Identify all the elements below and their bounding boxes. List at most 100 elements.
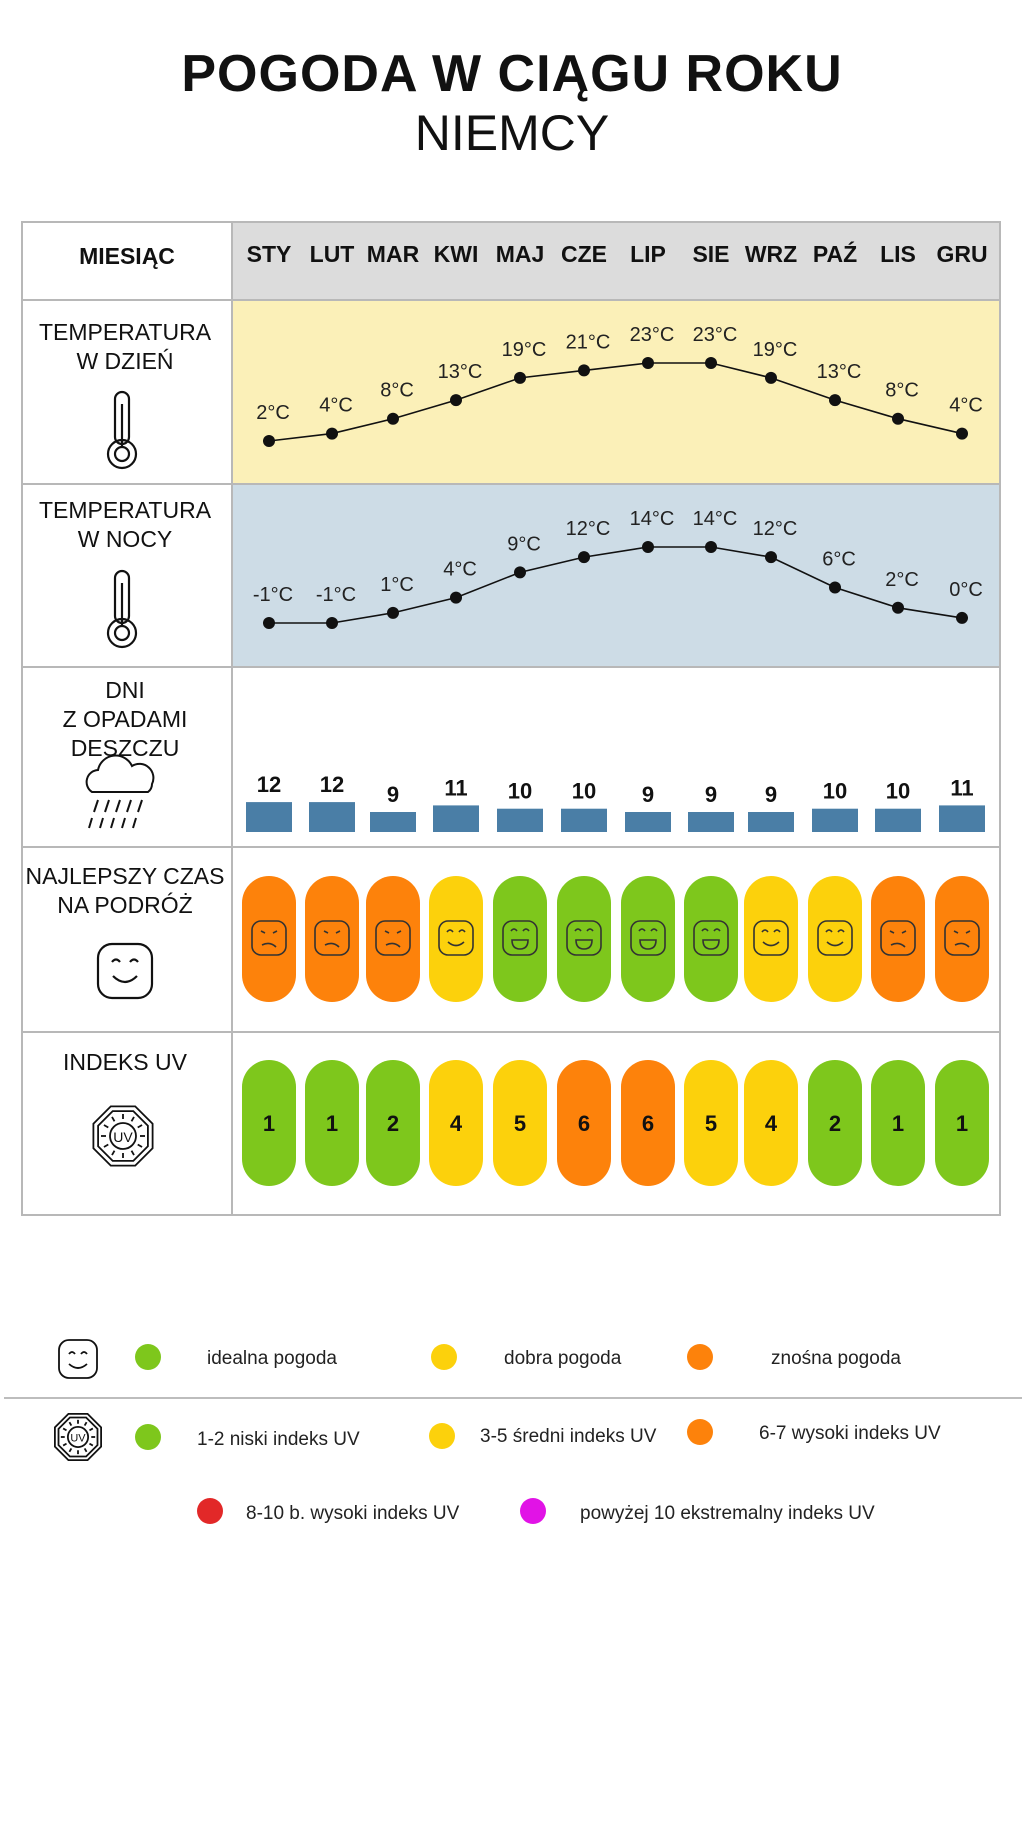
smiley-icon — [438, 920, 474, 956]
uv-pill — [305, 1060, 359, 1186]
smiley-icon — [566, 920, 602, 956]
night-temp-label: 12°C — [753, 518, 798, 540]
day-temp-point — [642, 357, 654, 369]
best-time-pill — [493, 876, 547, 1002]
rain-bar — [688, 812, 734, 832]
uv-value-label: 1 — [263, 1111, 275, 1136]
uv-pill — [808, 1060, 862, 1186]
rain-bar — [309, 802, 355, 832]
night-temp-label: 14°C — [630, 508, 675, 530]
night-temp-point — [387, 606, 399, 619]
uv-pill — [557, 1060, 611, 1186]
uv-value-label: 1 — [326, 1111, 338, 1136]
best-time-pill — [808, 876, 862, 1002]
day-temp-line — [268, 362, 963, 442]
day-temp-bg — [232, 300, 1000, 484]
day-temp-point — [326, 427, 338, 440]
rain-bar — [625, 812, 671, 832]
smiley-icon — [817, 920, 853, 956]
uv-pill — [935, 1060, 989, 1186]
rain-bar — [497, 808, 543, 832]
best-time-pill — [744, 876, 798, 1002]
night-temp-label: 12°C — [566, 518, 611, 540]
month-label: PAŹ — [813, 240, 857, 267]
month-label: LUT — [310, 241, 355, 267]
month-label: LIS — [880, 241, 916, 267]
day-temp-label: 21°C — [566, 331, 611, 353]
rain-bar — [561, 808, 607, 832]
row-label-rain: DNI — [105, 677, 145, 703]
uv-value-label: 6 — [578, 1111, 590, 1136]
rain-bar — [939, 805, 985, 832]
row-label-day-temp: TEMPERATURA — [39, 319, 212, 345]
day-temp-label: 4°C — [319, 395, 353, 417]
uv-value-label: 4 — [765, 1111, 778, 1136]
smiley-icon — [944, 920, 980, 956]
day-temp-point — [705, 357, 717, 369]
night-temp-label: -1°C — [316, 584, 356, 606]
day-temp-label: 4°C — [949, 395, 983, 417]
day-temp-point — [263, 435, 275, 447]
day-temp-point — [578, 364, 590, 377]
uv-sun-icon: UV — [54, 1413, 102, 1461]
legend-label: 3-5 średni indeks UV — [480, 1426, 657, 1447]
row-label-best-time: NAJLEPSZY CZAS — [26, 863, 225, 889]
uv-pill — [493, 1060, 547, 1186]
night-temp-label: 0°C — [949, 579, 983, 601]
day-temp-point — [514, 371, 526, 384]
rain-value-label: 11 — [444, 775, 467, 800]
best-time-pill — [242, 876, 296, 1002]
row-label-best-time: NA PODRÓŻ — [57, 892, 192, 918]
legend-label: powyżej 10 ekstremalny indeks UV — [580, 1503, 875, 1524]
day-temp-point — [450, 394, 462, 407]
month-label: GRU — [936, 241, 987, 267]
page-subtitle: NIEMCY — [414, 105, 610, 161]
legend-swatch — [687, 1419, 713, 1445]
legend-label: znośna pogoda — [771, 1348, 901, 1369]
night-temp-label: 9°C — [507, 533, 541, 555]
rain-value-label: 12 — [320, 772, 344, 797]
day-temp-label: 13°C — [817, 361, 862, 383]
night-temp-point — [705, 541, 717, 553]
night-temp-point — [956, 611, 968, 624]
smiley-icon — [96, 942, 154, 1000]
legend-label: 1-2 niski indeks UV — [197, 1429, 360, 1450]
uv-value-label: 2 — [829, 1111, 841, 1136]
uv-pill — [871, 1060, 925, 1186]
uv-value-label: 1 — [956, 1111, 968, 1136]
uv-sun-icon: UV — [92, 1105, 154, 1167]
smiley-icon — [502, 920, 538, 956]
night-temp-line — [269, 546, 963, 624]
smiley-icon — [630, 920, 666, 956]
night-temp-point — [578, 551, 590, 564]
uv-value-label: 4 — [450, 1111, 463, 1136]
month-label: STY — [247, 241, 292, 267]
legend-label: idealna pogoda — [207, 1348, 337, 1369]
legend-swatch — [687, 1344, 713, 1370]
rain-bar — [246, 802, 292, 832]
row-label-day-temp: W DZIEŃ — [76, 348, 173, 374]
day-temp-point — [829, 394, 841, 407]
night-temp-label: 14°C — [693, 508, 738, 530]
legend-swatch — [429, 1423, 455, 1449]
month-label: MAJ — [496, 241, 545, 267]
night-temp-label: 2°C — [885, 569, 919, 591]
uv-value-label: 5 — [705, 1111, 717, 1136]
uv-pill — [242, 1060, 296, 1186]
night-temp-bg — [232, 484, 1000, 667]
rain-cloud-icon — [85, 754, 155, 829]
grid-border — [21, 221, 1001, 1216]
rain-value-label: 9 — [705, 782, 717, 807]
rain-bar — [812, 808, 858, 832]
rain-value-label: 10 — [508, 779, 532, 804]
legend-swatch — [135, 1344, 161, 1370]
day-temp-point — [765, 371, 777, 384]
legend-label: dobra pogoda — [504, 1348, 622, 1369]
uv-pill — [429, 1060, 483, 1186]
day-temp-point — [892, 412, 904, 425]
rain-bar — [433, 805, 479, 832]
day-temp-label: 8°C — [885, 380, 919, 402]
svg-text:UV: UV — [113, 1129, 133, 1145]
rain-value-label: 10 — [572, 779, 596, 804]
